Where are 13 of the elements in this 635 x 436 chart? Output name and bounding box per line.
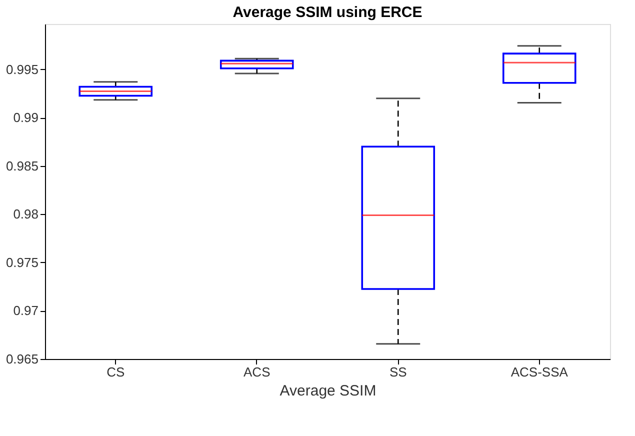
chart-title: Average SSIM using ERCE xyxy=(232,4,422,21)
x-tick-label: SS xyxy=(389,364,408,380)
y-tick-label: 0.965 xyxy=(6,352,38,366)
x-tick-label: CS xyxy=(106,364,125,380)
y-tick-label: 0.995 xyxy=(6,62,38,77)
y-tick-label: 0.985 xyxy=(6,158,38,174)
y-tick-label: 0.99 xyxy=(13,110,38,126)
y-tick-label: 0.975 xyxy=(6,254,38,270)
x-tick-label: ACS-SSA xyxy=(510,364,568,380)
x-tick-label: ACS xyxy=(244,364,271,380)
y-tick-label: 0.98 xyxy=(13,206,38,222)
y-tick-label: 0.97 xyxy=(13,303,38,318)
x-axis-title: Average SSIM xyxy=(280,382,376,400)
